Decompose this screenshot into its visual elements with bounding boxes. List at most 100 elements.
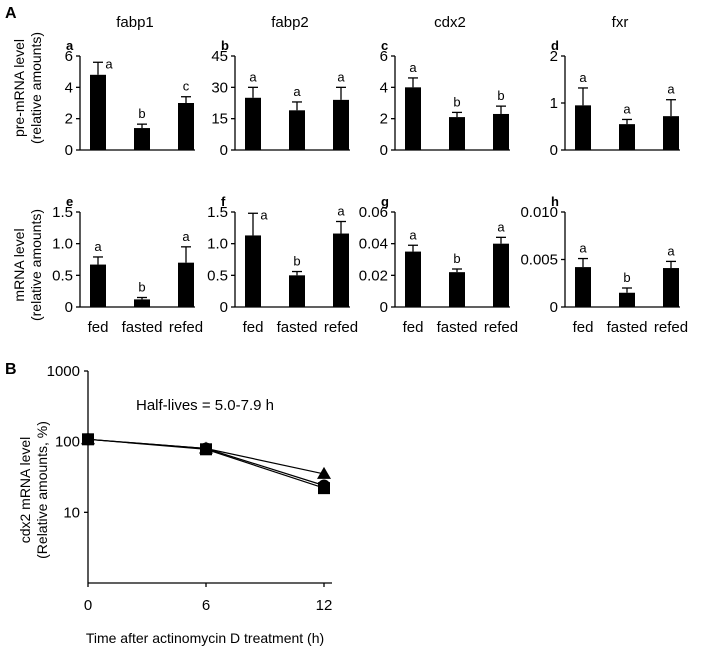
y-tick-label-e: 1.5 xyxy=(52,204,73,221)
gene-title-fabp2: fabp2 xyxy=(271,14,309,31)
panel-letter-e: e xyxy=(66,194,73,209)
y-label-b-line1: cdx2 mRNA level xyxy=(17,437,33,544)
y-tick-label-d: 2 xyxy=(550,48,558,65)
y-tick-label-g: 0.04 xyxy=(359,236,388,253)
y-tick-label-h: 0.010 xyxy=(520,204,558,221)
bar-e-fasted xyxy=(134,299,150,307)
significance-label-h: b xyxy=(623,270,630,285)
bar-g-fed xyxy=(405,251,421,307)
bar-f-refed xyxy=(333,233,349,307)
y-tick-label-g: 0.06 xyxy=(359,204,388,221)
panel-letter-d: d xyxy=(551,38,559,53)
category-label-fed: fed xyxy=(403,319,424,336)
y-tick-label-d: 1 xyxy=(550,95,558,112)
marker-triangle xyxy=(317,466,331,479)
bar-d-fasted xyxy=(619,124,635,150)
bar-f-fed xyxy=(245,235,261,307)
significance-label-e: a xyxy=(94,239,102,254)
y-label-bottom-line1: mRNA level xyxy=(11,228,27,301)
category-label-fasted: fasted xyxy=(122,319,163,336)
significance-label-a: a xyxy=(105,56,113,71)
significance-label-f: a xyxy=(260,207,268,222)
marker-square xyxy=(200,443,212,456)
y-tick-label-B: 1000 xyxy=(47,363,80,380)
panel-letter-f: f xyxy=(221,194,226,209)
y-tick-label-h: 0 xyxy=(550,299,558,316)
significance-label-c: b xyxy=(497,88,504,103)
bar-a-fasted xyxy=(134,128,150,150)
significance-label-e: b xyxy=(138,280,145,295)
bar-c-fed xyxy=(405,87,421,150)
y-tick-label-f: 0 xyxy=(220,299,228,316)
gene-title-fabp1: fabp1 xyxy=(116,14,154,31)
category-label-refed: refed xyxy=(169,319,203,336)
panel-letter-h: h xyxy=(551,194,559,209)
category-label-fed: fed xyxy=(243,319,264,336)
y-tick-label-e: 0.5 xyxy=(52,267,73,284)
bar-b-fasted xyxy=(289,110,305,150)
y-tick-label-a: 2 xyxy=(65,111,73,128)
significance-label-d: a xyxy=(623,101,631,116)
y-tick-label-b: 45 xyxy=(211,48,228,65)
significance-label-h: a xyxy=(579,241,587,256)
section-label-b: B xyxy=(5,361,17,378)
y-tick-label-b: 15 xyxy=(211,111,228,128)
category-label-refed: refed xyxy=(484,319,518,336)
significance-label-b: a xyxy=(293,84,301,99)
half-lives-annotation: Half-lives = 5.0-7.9 h xyxy=(136,397,274,414)
x-tick-label-B: 0 xyxy=(84,597,92,614)
bar-c-fasted xyxy=(449,117,465,150)
y-tick-label-b: 30 xyxy=(211,79,228,96)
bar-e-fed xyxy=(90,264,106,307)
bar-c-refed xyxy=(493,113,509,150)
y-tick-label-d: 0 xyxy=(550,142,558,159)
bar-d-refed xyxy=(663,116,679,150)
y-tick-label-e: 1.0 xyxy=(52,236,73,253)
category-label-fasted: fasted xyxy=(437,319,478,336)
panel-letter-a: a xyxy=(66,38,74,53)
significance-label-h: a xyxy=(667,243,675,258)
y-tick-label-f: 1.0 xyxy=(207,236,228,253)
bar-h-fasted xyxy=(619,292,635,307)
gene-title-fxr: fxr xyxy=(612,14,629,31)
significance-label-c: b xyxy=(453,94,460,109)
significance-label-b: a xyxy=(249,69,257,84)
y-tick-label-f: 0.5 xyxy=(207,267,228,284)
significance-label-g: a xyxy=(497,219,505,234)
significance-label-f: b xyxy=(293,254,300,269)
x-tick-label-B: 6 xyxy=(202,597,210,614)
bar-a-fed xyxy=(90,74,106,150)
bar-h-fed xyxy=(575,267,591,307)
x-tick-label-B: 12 xyxy=(316,597,333,614)
y-tick-label-a: 4 xyxy=(65,79,73,96)
y-tick-label-c: 2 xyxy=(380,111,388,128)
gene-title-cdx2: cdx2 xyxy=(434,14,466,31)
category-label-fed: fed xyxy=(573,319,594,336)
bar-e-refed xyxy=(178,262,194,307)
charts-layer: 0246afabp1abc0153045bfabp2aaa0246ccdx2ab… xyxy=(47,14,688,614)
significance-label-d: a xyxy=(579,70,587,85)
y-tick-label-c: 4 xyxy=(380,79,388,96)
y-tick-label-a: 6 xyxy=(65,48,73,65)
bar-b-fed xyxy=(245,97,261,150)
significance-label-e: a xyxy=(182,229,190,244)
bar-a-refed xyxy=(178,103,194,150)
bar-g-fasted xyxy=(449,272,465,307)
category-label-refed: refed xyxy=(654,319,688,336)
y-label-b-line2: (Relative amounts, %) xyxy=(34,421,50,559)
y-tick-label-b: 0 xyxy=(220,142,228,159)
bar-h-refed xyxy=(663,268,679,307)
significance-label-a: c xyxy=(183,79,190,94)
y-tick-label-c: 6 xyxy=(380,48,388,65)
y-tick-label-c: 0 xyxy=(380,142,388,159)
y-label-top-line2: (relative amounts) xyxy=(28,32,44,144)
y-label-bottom-line2: (relative amounts) xyxy=(28,209,44,321)
marker-square xyxy=(318,482,330,495)
bar-f-fasted xyxy=(289,275,305,307)
y-tick-label-a: 0 xyxy=(65,142,73,159)
significance-label-g: a xyxy=(409,227,417,242)
category-label-fed: fed xyxy=(88,319,109,336)
bar-g-refed xyxy=(493,243,509,307)
y-label-top-line1: pre-mRNA level xyxy=(11,39,27,137)
